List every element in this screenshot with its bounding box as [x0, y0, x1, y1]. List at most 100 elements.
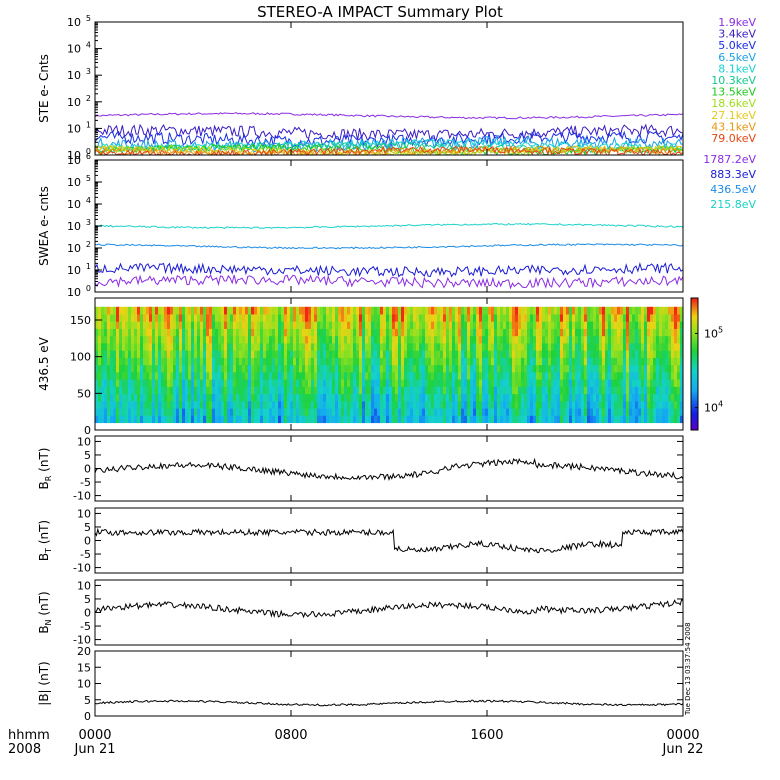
heatmap-cell: [419, 350, 423, 358]
heatmap-cell: [389, 306, 393, 315]
heatmap-cell: [629, 371, 633, 380]
heatmap-cell: [302, 364, 306, 373]
heatmap-cell: [344, 379, 348, 387]
heatmap-cell: [179, 335, 183, 344]
heatmap-cell: [107, 350, 111, 358]
heatmap-cell: [578, 386, 582, 395]
heatmap-cell: [611, 408, 615, 416]
colorbar-swatch: [691, 412, 698, 415]
heatmap-cell: [356, 371, 360, 380]
heatmap-cell: [527, 306, 531, 315]
heatmap-cell: [500, 357, 504, 366]
heatmap-cell: [269, 321, 273, 329]
heatmap-cell: [260, 306, 264, 315]
heatmap-cell: [290, 364, 294, 373]
heatmap-cell: [557, 379, 561, 387]
heatmap-cell: [95, 357, 99, 366]
heatmap-cell: [152, 314, 156, 322]
heatmap-cell: [404, 393, 408, 402]
heatmap-cell: [443, 328, 447, 337]
colorbar-swatch: [691, 322, 698, 325]
heatmap-cell: [212, 415, 216, 424]
heatmap-cell: [425, 343, 429, 351]
heatmap-cell: [383, 328, 387, 337]
heatmap-cell: [470, 364, 474, 373]
heatmap-cell: [128, 415, 132, 424]
heatmap-cell: [218, 379, 222, 387]
heatmap-cell: [170, 400, 174, 409]
heatmap-cell: [602, 364, 606, 373]
heatmap-cell: [449, 415, 453, 424]
heatmap-cell: [164, 393, 168, 402]
heatmap-cell: [386, 328, 390, 337]
heatmap-cell: [623, 364, 627, 373]
heatmap-cell: [434, 415, 438, 424]
heatmap-cell: [239, 357, 243, 366]
heatmap-cell: [245, 328, 249, 337]
heatmap-cell: [623, 400, 627, 409]
heatmap-cell: [533, 393, 537, 402]
heatmap-cell: [419, 400, 423, 409]
heatmap-cell: [647, 321, 651, 329]
heatmap-cell: [473, 306, 477, 315]
heatmap-cell: [302, 400, 306, 409]
heatmap-cell: [482, 306, 486, 315]
heatmap-cell: [335, 364, 339, 373]
heatmap-cell: [197, 350, 201, 358]
heatmap-cell: [185, 400, 189, 409]
heatmap-cell: [362, 306, 366, 315]
heatmap-cell: [125, 306, 129, 315]
heatmap-cell: [593, 335, 597, 344]
heatmap-cell: [143, 357, 147, 366]
heatmap-cell: [143, 306, 147, 315]
heatmap-cell: [377, 343, 381, 351]
heatmap-cell: [578, 350, 582, 358]
heatmap-cell: [668, 393, 672, 402]
heatmap-cell: [623, 379, 627, 387]
heatmap-cell: [299, 343, 303, 351]
heatmap-cell: [353, 379, 357, 387]
heatmap-cell: [251, 350, 255, 358]
heatmap-cell: [281, 314, 285, 322]
heatmap-cell: [665, 335, 669, 344]
heatmap-cell: [362, 400, 366, 409]
heatmap-cell: [326, 350, 330, 358]
heatmap-cell: [515, 335, 519, 344]
heatmap-cell: [350, 343, 354, 351]
heatmap-cell: [452, 343, 456, 351]
heatmap-cell: [581, 393, 585, 402]
heatmap-cell: [674, 321, 678, 329]
heatmap-cell: [257, 364, 261, 373]
heatmap-cell: [449, 400, 453, 409]
heatmap-cell: [269, 314, 273, 322]
heatmap-cell: [500, 408, 504, 416]
heatmap-cell: [113, 357, 117, 366]
heatmap-cell: [413, 343, 417, 351]
heatmap-cell: [173, 415, 177, 424]
heatmap-cell: [263, 393, 267, 402]
heatmap-cell: [287, 415, 291, 424]
heatmap-cell: [323, 343, 327, 351]
heatmap-cell: [413, 328, 417, 337]
heatmap-cell: [173, 343, 177, 351]
heatmap-cell: [128, 314, 132, 322]
heatmap-cell: [329, 335, 333, 344]
colorbar-swatch: [691, 310, 698, 313]
heatmap-cell: [164, 321, 168, 329]
heatmap-cell: [371, 357, 375, 366]
heatmap-cell: [659, 350, 663, 358]
heatmap-cell: [347, 371, 351, 380]
heatmap-cell: [674, 408, 678, 416]
heatmap-cell: [239, 400, 243, 409]
heatmap-cell: [293, 393, 297, 402]
y-tick-label: 0: [84, 424, 91, 437]
heatmap-cell: [548, 379, 552, 387]
heatmap-cell: [170, 415, 174, 424]
heatmap-cell: [353, 408, 357, 416]
heatmap-cell: [155, 314, 159, 322]
heatmap-cell: [113, 415, 117, 424]
heatmap-cell: [194, 321, 198, 329]
heatmap-cell: [272, 357, 276, 366]
heatmap-cell: [629, 393, 633, 402]
